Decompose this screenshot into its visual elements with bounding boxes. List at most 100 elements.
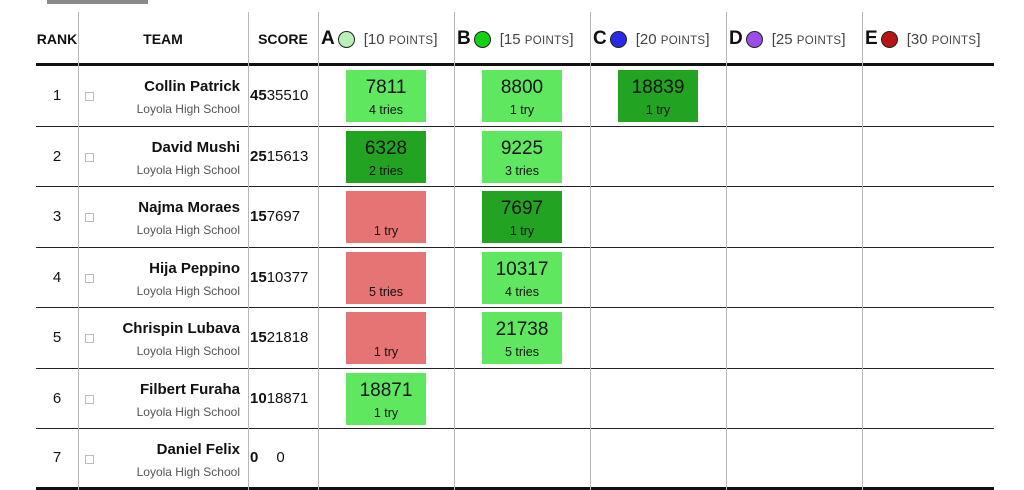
team-name[interactable]: Najma Moraes [138, 199, 240, 216]
flag-icon [85, 273, 94, 283]
column-divider [78, 12, 79, 490]
solved-points: 0 [250, 449, 259, 467]
table-row[interactable]: 5 Chrispin Lubava Loyola High School 15 2181… [36, 308, 994, 369]
flag-icon [85, 394, 94, 404]
problem-header-d[interactable]: D [25 POINTS] [726, 12, 862, 66]
score-cell: 25 15613 [250, 127, 318, 187]
problem-result-a[interactable]: 1 try [346, 191, 426, 243]
problem-points: [15 POINTS] [499, 30, 574, 48]
problem-result-b[interactable]: 8800 1 try [482, 70, 562, 122]
solved-points: 15 [250, 208, 267, 226]
problem-label: C [593, 28, 607, 49]
team-school: Loyola High School [136, 162, 240, 177]
attempt-count: 1 try [645, 103, 671, 117]
problem-result-a[interactable]: 5 tries [346, 251, 426, 304]
problem-label: A [321, 28, 335, 49]
team-name[interactable]: David Mushi [151, 138, 240, 156]
attempt-count: 1 try [509, 224, 535, 238]
team-header[interactable]: TEAM [143, 31, 183, 47]
team-name[interactable]: Filbert Furaha [139, 380, 240, 398]
flag-icon [85, 92, 94, 101]
problem-label: B [457, 28, 471, 49]
solve-time: 10317 [495, 258, 549, 280]
table-row[interactable]: 6 Filbert Furaha Loyola High School 10 18871… [36, 369, 994, 429]
table-row[interactable]: 1 Collin Patrick Loyola High School 45 35510… [36, 66, 994, 127]
table-row[interactable]: 7 Daniel Felix Loyola High School 0 0 [36, 429, 994, 490]
solve-time: 21738 [495, 319, 549, 340]
score-cell: 15 21818 [250, 308, 318, 368]
flag-icon [85, 213, 94, 222]
attempt-count: 3 tries [504, 163, 540, 178]
column-divider [862, 12, 863, 490]
flag-icon [85, 334, 94, 343]
scoreboard: RANK TEAM SCORE A [10 POINTS] B [15 POINTS]… [36, 12, 994, 490]
problem-result-a[interactable]: 6328 2 tries [346, 130, 426, 183]
problem-result-b[interactable]: 9225 3 tries [482, 130, 562, 183]
attempt-count: 5 tries [368, 284, 404, 299]
attempt-count: 1 try [509, 103, 535, 117]
team-name[interactable]: Collin Patrick [144, 78, 240, 95]
problem-header-e[interactable]: E [30 POINTS] [862, 12, 998, 66]
penalty-time: 0 [276, 449, 285, 467]
column-divider [318, 12, 319, 490]
attempt-count: 4 tries [504, 284, 540, 299]
attempt-count: 1 try [373, 345, 399, 359]
score-cell: 15 10377 [250, 248, 318, 308]
problem-label: E [865, 28, 878, 49]
attempt-count: 2 tries [368, 163, 404, 178]
team-school: Loyola High School [136, 283, 240, 298]
points-word: POINTS [660, 34, 706, 47]
problem-result-b[interactable]: 10317 4 tries [482, 251, 562, 304]
top-tab-indicator[interactable] [47, 0, 148, 4]
score-cell: 15 7697 [250, 187, 318, 247]
table-row[interactable]: 3 Najma Moraes Loyola High School 15 7697 1 t… [36, 187, 994, 248]
team-school: Loyola High School [136, 465, 240, 479]
balloon-icon [337, 30, 355, 48]
rank-header[interactable]: RANK [36, 31, 78, 47]
problem-points: [25 POINTS] [771, 30, 846, 48]
problem-points: [20 POINTS] [635, 30, 710, 48]
balloon-icon [745, 30, 763, 48]
problem-header-a[interactable]: A [10 POINTS] [318, 12, 454, 66]
problem-points: [30 POINTS] [906, 30, 981, 48]
problem-result-c[interactable]: 18839 1 try [618, 70, 698, 122]
penalty-time: 15613 [266, 147, 309, 165]
team-name[interactable]: Hija Peppino [149, 259, 240, 277]
problem-result-a[interactable]: 18871 1 try [346, 372, 426, 425]
rank-cell: 3 [52, 208, 62, 226]
problem-result-a[interactable]: 1 try [346, 312, 426, 364]
penalty-time: 7697 [266, 208, 301, 226]
table-row[interactable]: 4 Hija Peppino Loyola High School 15 10377 5 … [36, 248, 994, 308]
penalty-time: 35510 [266, 87, 309, 105]
solve-time: 9225 [500, 137, 544, 159]
solved-points: 25 [250, 147, 267, 165]
score-cell: 10 18871 [250, 369, 318, 429]
flag-icon [85, 455, 94, 464]
problem-result-a[interactable]: 7811 4 tries [346, 70, 426, 122]
attempt-count: 1 try [373, 405, 399, 420]
team-school: Loyola High School [136, 102, 240, 116]
solve-time: 18871 [359, 379, 413, 401]
attempt-count: 4 tries [368, 103, 404, 117]
balloon-icon [609, 30, 627, 48]
problem-result-b[interactable]: 7697 1 try [482, 191, 562, 243]
balloon-icon [880, 30, 898, 48]
scoreboard-rows: 1 Collin Patrick Loyola High School 45 35510… [36, 66, 994, 490]
column-divider [248, 12, 249, 490]
column-divider [590, 12, 591, 490]
points-word: POINTS [524, 34, 570, 47]
problem-label: D [729, 28, 743, 49]
team-name[interactable]: Daniel Felix [156, 441, 240, 458]
table-row[interactable]: 2 David Mushi Loyola High School 25 15613 632… [36, 127, 994, 187]
problem-result-b[interactable]: 21738 5 tries [482, 312, 562, 364]
solved-points: 10 [250, 389, 267, 407]
problem-header-c[interactable]: C [20 POINTS] [590, 12, 726, 66]
team-school: Loyola High School [136, 223, 240, 237]
balloon-icon [473, 30, 491, 48]
rank-cell: 2 [52, 147, 62, 165]
problem-header-b[interactable]: B [15 POINTS] [454, 12, 590, 66]
score-header[interactable]: SCORE [258, 31, 308, 47]
team-school: Loyola High School [136, 344, 240, 358]
team-name[interactable]: Chrispin Lubava [122, 320, 240, 337]
